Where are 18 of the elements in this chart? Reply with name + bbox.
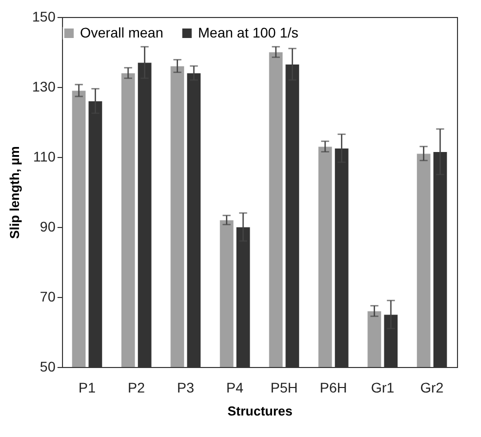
x-tick-label: Gr1	[370, 380, 395, 396]
x-tick-label: P4	[226, 380, 244, 396]
x-tick-label: P5H	[270, 380, 298, 396]
x-tick-label: P2	[128, 380, 146, 396]
x-tick-label: P1	[78, 380, 96, 396]
x-axis-title: Structures	[227, 404, 293, 418]
y-tick-label: 130	[32, 78, 56, 94]
y-tick-label: 150	[32, 8, 56, 24]
y-tick-label: 90	[40, 218, 56, 234]
x-tick-label: P6H	[320, 380, 347, 396]
y-tick-label: 50	[40, 358, 56, 374]
y-tick-label: 70	[40, 288, 56, 304]
y-axis-title: Slip length, µm	[7, 146, 22, 239]
legend-label: Overall mean	[80, 24, 164, 40]
legend-label: Mean at 100 1/s	[198, 24, 298, 40]
x-tick-label: Gr2	[420, 380, 444, 396]
x-tick-label: P3	[177, 380, 194, 396]
y-tick-label: 110	[33, 148, 56, 164]
